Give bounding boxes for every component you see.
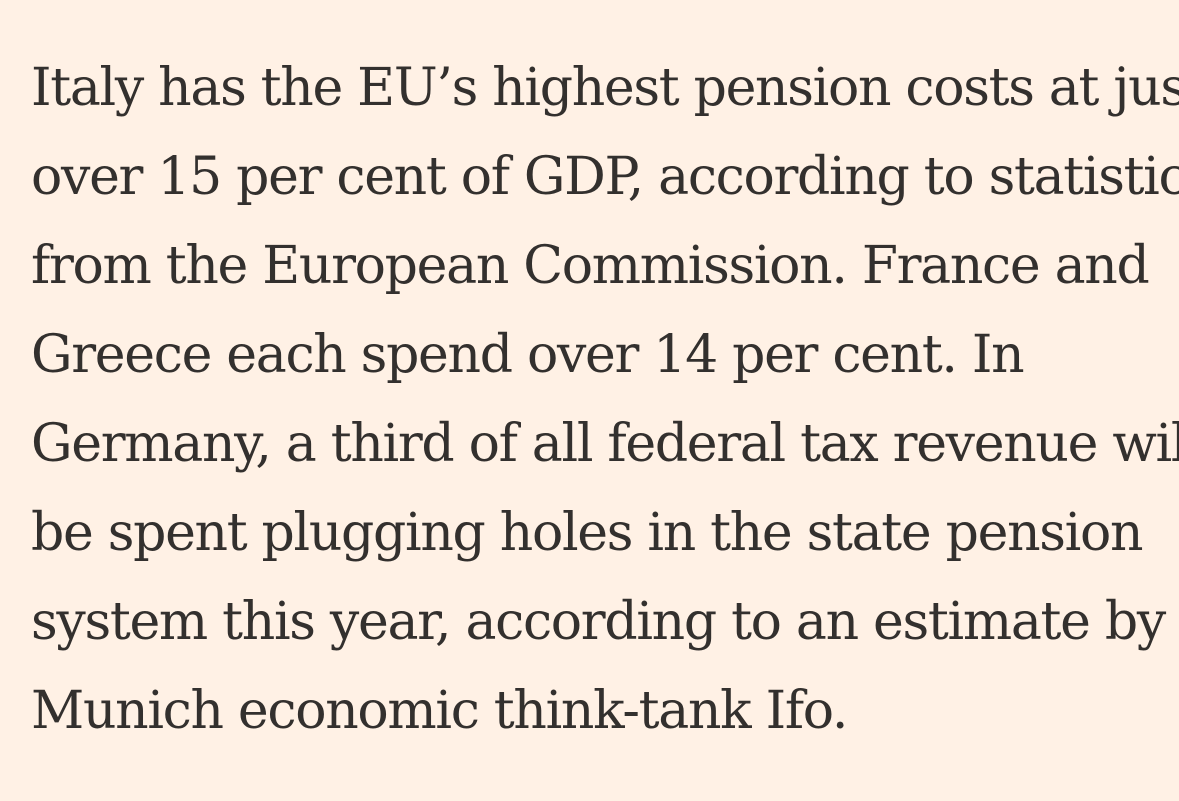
paragraph-line: from the European Commission. France and: [31, 236, 1150, 296]
paragraph-line: Germany, a third of all federal tax reve…: [31, 414, 1179, 474]
article-paragraph: Italy has the EU’s highest pension costs…: [31, 44, 1179, 756]
paragraph-line: Italy has the EU’s highest pension costs…: [31, 58, 1179, 118]
paragraph-line: over 15 per cent of GDP, according to st…: [31, 147, 1179, 207]
paragraph-line: Greece each spend over 14 per cent. In: [31, 325, 1025, 385]
paragraph-line: Munich economic think-tank Ifo.: [31, 681, 848, 741]
paragraph-line: system this year, according to an estima…: [31, 592, 1166, 652]
paragraph-line: be spent plugging holes in the state pen…: [31, 503, 1143, 563]
